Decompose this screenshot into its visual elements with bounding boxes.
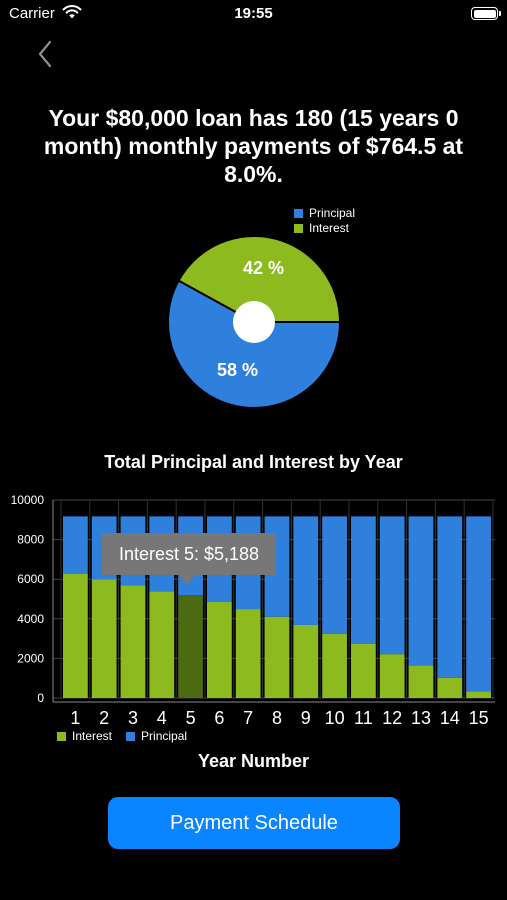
back-button[interactable] xyxy=(30,38,60,70)
status-time: 19:55 xyxy=(234,5,273,22)
bar-interest-4[interactable] xyxy=(149,591,175,698)
bar-interest-14[interactable] xyxy=(437,677,463,698)
interest-swatch xyxy=(294,224,303,233)
pie-chart[interactable]: 42 % 58 % xyxy=(166,234,342,410)
bar-interest-6[interactable] xyxy=(207,602,232,698)
x-tick-label: 8 xyxy=(272,708,282,728)
x-tick-label: 11 xyxy=(354,708,373,728)
bar-principal-1[interactable] xyxy=(63,516,88,575)
loan-summary-text: Your $80,000 loan has 180 (15 years 0 mo… xyxy=(43,105,464,187)
bar-principal-12[interactable] xyxy=(379,516,405,655)
x-tick-label: 1 xyxy=(70,708,80,728)
bar-interest-8[interactable] xyxy=(264,616,290,698)
x-tick-label: 3 xyxy=(128,708,138,728)
x-tick-label: 12 xyxy=(382,708,402,728)
y-tick-label: 2000 xyxy=(17,651,44,665)
wifi-icon xyxy=(62,4,82,25)
bar-legend-item-principal: Principal xyxy=(126,729,187,743)
bar-principal-14[interactable] xyxy=(437,516,463,678)
status-bar: Carrier 19:55 xyxy=(0,0,507,30)
x-tick-label: 6 xyxy=(214,708,224,728)
bar-legend-item-interest: Interest xyxy=(57,729,112,743)
x-tick-label: 7 xyxy=(243,708,253,728)
bar-principal-15[interactable] xyxy=(466,516,491,692)
bar-interest-5[interactable] xyxy=(178,595,203,698)
bar-principal-10[interactable] xyxy=(322,516,347,634)
bar-interest-15[interactable] xyxy=(466,691,491,698)
interest-swatch xyxy=(57,731,66,741)
y-tick-label: 10000 xyxy=(11,493,45,507)
x-tick-label: 14 xyxy=(440,708,460,728)
carrier-label: Carrier xyxy=(9,5,55,22)
x-axis-label: Year Number xyxy=(197,751,310,771)
legend-item-interest: Interest xyxy=(294,221,355,236)
x-tick-label: 15 xyxy=(469,708,489,728)
bar-legend-interest-label: Interest xyxy=(72,729,113,743)
bar-tooltip: Interest 5: $5,188 xyxy=(102,533,276,575)
principal-swatch xyxy=(126,731,136,741)
tooltip-pointer xyxy=(179,575,195,585)
bar-interest-3[interactable] xyxy=(120,585,146,698)
x-tick-label: 5 xyxy=(186,708,196,728)
bar-principal-9[interactable] xyxy=(293,516,319,625)
pie-label-interest: 42 % xyxy=(243,258,285,278)
pie-slice-principal[interactable] xyxy=(167,279,342,409)
y-tick-label: 8000 xyxy=(17,533,44,547)
pie-hole xyxy=(233,301,275,343)
bar-interest-12[interactable] xyxy=(379,654,405,698)
bar-interest-1[interactable] xyxy=(63,574,88,698)
bar-interest-7[interactable] xyxy=(235,609,261,698)
bar-interest-10[interactable] xyxy=(322,633,347,698)
legend-principal-label: Principal xyxy=(309,206,356,220)
pie-label-principal: 58 % xyxy=(217,360,259,380)
legend-interest-label: Interest xyxy=(309,221,350,235)
x-tick-label: 2 xyxy=(99,708,109,728)
bar-chart-title: Total Principal and Interest by Year xyxy=(104,452,403,472)
bar-principal-11[interactable] xyxy=(351,516,376,644)
bar-chart-legend: Interest Principal xyxy=(57,729,201,743)
bar-interest-9[interactable] xyxy=(293,624,319,698)
pie-slice-interest[interactable] xyxy=(177,235,342,323)
x-tick-label: 10 xyxy=(325,708,345,728)
chevron-left-icon xyxy=(38,40,52,68)
bar-interest-11[interactable] xyxy=(351,643,376,698)
x-tick-label: 4 xyxy=(157,708,167,728)
payment-schedule-button[interactable]: Payment Schedule xyxy=(108,797,400,849)
bar-interest-2[interactable] xyxy=(91,579,117,698)
bar-interest-13[interactable] xyxy=(408,665,434,698)
principal-swatch xyxy=(294,209,303,218)
bar-principal-13[interactable] xyxy=(408,516,434,666)
battery-icon xyxy=(471,7,501,20)
y-tick-label: 0 xyxy=(37,691,44,705)
bar-legend-principal-label: Principal xyxy=(141,729,188,743)
x-tick-label: 13 xyxy=(411,708,431,728)
pie-legend: Principal Interest xyxy=(294,206,355,236)
x-tick-label: 9 xyxy=(301,708,311,728)
pie-chart-svg xyxy=(167,235,342,409)
legend-item-principal: Principal xyxy=(294,206,355,221)
y-tick-label: 6000 xyxy=(17,572,44,586)
y-tick-label: 4000 xyxy=(17,612,44,626)
